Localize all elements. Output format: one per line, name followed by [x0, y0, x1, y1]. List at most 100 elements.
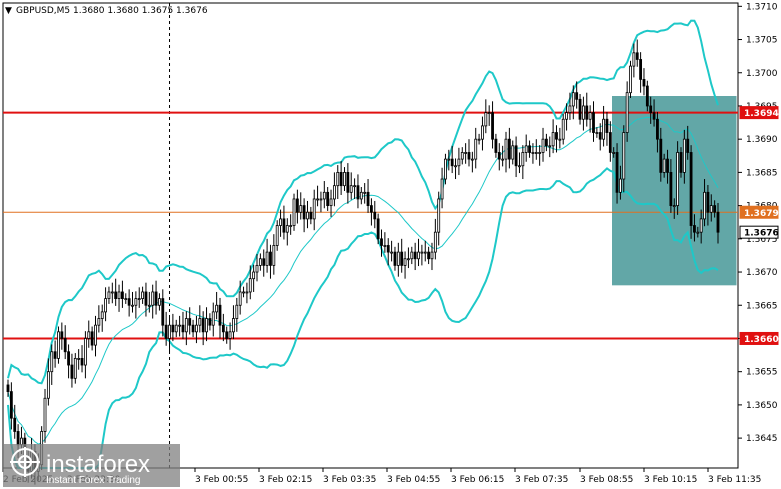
candle-body — [137, 298, 141, 301]
candle-body — [430, 251, 434, 260]
candle-body — [282, 218, 286, 233]
price-axis: 1.37101.37051.37001.36951.36901.36851.36… — [738, 2, 778, 444]
candle-body — [90, 331, 94, 346]
collapse-arrow-icon[interactable]: ▼ — [5, 6, 12, 16]
candle — [571, 85, 575, 120]
time-tick-label: 3 Feb 07:35 — [515, 475, 568, 485]
candle-body — [73, 357, 77, 379]
candle-body — [326, 191, 330, 207]
candle — [144, 282, 148, 317]
candle-body — [491, 112, 494, 140]
candle — [393, 246, 397, 271]
candle-body — [151, 291, 155, 306]
candle — [561, 113, 565, 145]
candle-body — [67, 351, 70, 366]
candle — [168, 317, 171, 352]
candle — [117, 284, 121, 312]
candle-body — [497, 152, 501, 160]
candle-body — [262, 258, 266, 266]
candle — [285, 218, 289, 246]
candle-body — [682, 138, 686, 173]
price-tick-label: 1.3665 — [746, 301, 778, 311]
candle-body — [622, 132, 626, 180]
candle-body — [669, 171, 673, 207]
candle-body — [117, 291, 121, 300]
candle-body — [279, 218, 282, 226]
candle-body — [585, 105, 589, 120]
candle — [221, 313, 225, 342]
candle-body — [672, 205, 676, 208]
candle — [376, 213, 380, 245]
candle — [474, 127, 478, 169]
candle-body — [349, 185, 353, 193]
candle — [201, 311, 205, 346]
candle — [238, 280, 242, 315]
candle-body — [403, 258, 407, 266]
candle — [400, 238, 404, 273]
candle — [205, 307, 208, 342]
price-tick-label: 1.3655 — [746, 368, 778, 378]
candle — [578, 94, 582, 125]
level-badge-1.3660: 1.3660 — [739, 331, 779, 345]
candle — [110, 282, 114, 304]
candle-body — [548, 145, 552, 148]
candle — [306, 200, 309, 229]
candle — [359, 187, 363, 205]
candle-body — [534, 152, 538, 154]
candle — [642, 68, 646, 96]
candle-body — [120, 291, 124, 300]
candle — [682, 129, 686, 184]
candle — [339, 161, 343, 195]
candle-body — [605, 118, 609, 133]
candle — [269, 244, 272, 279]
candle-body — [161, 298, 165, 326]
candle-body — [258, 258, 262, 266]
candle — [383, 232, 387, 253]
candle-body — [528, 145, 531, 153]
level-badge-label: 1.3679 — [744, 209, 779, 219]
level-badge-label: 1.3676 — [744, 229, 779, 239]
candle — [706, 185, 710, 226]
candle-body — [245, 291, 249, 294]
candle — [6, 379, 10, 397]
candle — [275, 220, 279, 251]
candle-body — [292, 198, 296, 226]
candle — [649, 96, 653, 124]
candle — [605, 111, 609, 146]
candle — [134, 291, 138, 319]
candle — [147, 291, 151, 313]
candle-body — [16, 431, 20, 446]
candle-body — [689, 152, 693, 226]
candle-body — [188, 318, 192, 326]
candle-body — [713, 205, 717, 213]
candle-body — [154, 291, 158, 306]
candle — [232, 305, 235, 340]
time-tick-label: 3 Feb 10:15 — [644, 475, 697, 485]
instaforex-logo-icon — [10, 447, 40, 477]
candle-body — [141, 291, 145, 300]
time-tick-label: 3 Feb 06:15 — [451, 475, 504, 485]
candle-body — [447, 158, 451, 161]
candle-body — [171, 324, 175, 333]
candle-body — [272, 245, 276, 266]
level-badge-1.3679: 1.3679 — [739, 205, 779, 219]
candle — [676, 141, 680, 215]
candle-body — [501, 158, 505, 161]
candle-body — [329, 198, 333, 207]
candle-body — [356, 185, 360, 200]
candle — [444, 153, 447, 185]
candle — [343, 167, 346, 191]
candle-body — [410, 251, 414, 260]
candle-body — [201, 318, 205, 333]
candle-body — [521, 152, 525, 167]
candle — [73, 353, 77, 384]
candle-body — [541, 138, 545, 153]
candle-body — [376, 218, 380, 240]
candle — [494, 133, 498, 158]
price-tick-label: 1.3675 — [746, 235, 778, 245]
candle — [380, 229, 383, 257]
candle-body — [275, 225, 279, 246]
candle — [107, 286, 111, 304]
candle — [447, 149, 451, 171]
